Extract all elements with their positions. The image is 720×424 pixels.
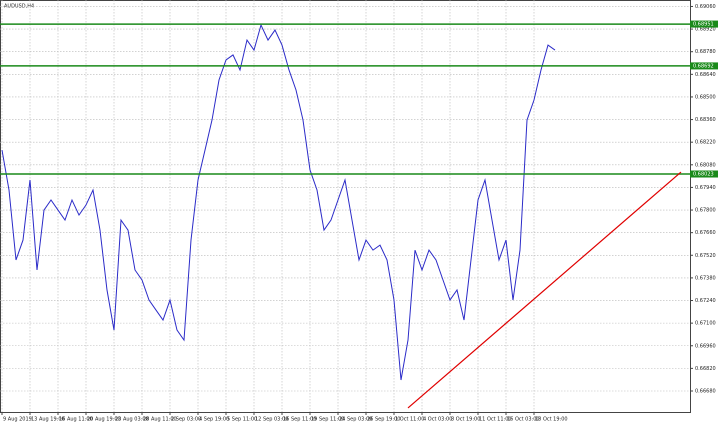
- y-tick-label: 0.67940: [695, 185, 716, 191]
- x-tick-label: 24 Sep 03:00: [339, 417, 372, 423]
- y-tick-label: 0.67380: [695, 275, 716, 281]
- y-tick-label: 0.68360: [695, 117, 716, 123]
- x-tick-label: 23 Aug 03:00: [115, 417, 149, 423]
- y-tick-label: 0.69060: [695, 4, 716, 10]
- y-tick-label: 0.66680: [695, 388, 716, 394]
- x-tick-label: 9 Aug 2019: [3, 417, 32, 423]
- y-tick-label: 0.68920: [695, 27, 716, 33]
- x-tick-label: 2 Sep 03:00: [171, 417, 201, 423]
- x-tick-label: 1 Oct 11:00: [395, 417, 424, 423]
- x-tick-label: 4 Oct 03:00: [423, 417, 452, 423]
- x-tick-label: 8 Oct 19:00: [451, 417, 480, 423]
- x-tick-label: 16 Oct 03:00: [507, 417, 540, 423]
- y-tick-label: 0.66820: [695, 366, 716, 372]
- x-tick-label: 26 Sep 19:00: [367, 417, 400, 423]
- y-tick-label: 0.68220: [695, 140, 716, 146]
- y-tick-label: 0.67100: [695, 321, 716, 327]
- x-tick-label: 13 Aug 19:00: [31, 417, 65, 423]
- x-tick-label: 12 Sep 03:00: [255, 417, 288, 423]
- x-tick-label: 28 Aug 11:00: [143, 417, 177, 423]
- y-tick-label: 0.68500: [695, 94, 716, 100]
- x-tick-label: 16 Aug 11:00: [59, 417, 93, 423]
- x-tick-label: 20 Aug 19:00: [87, 417, 121, 423]
- level-label-box: [690, 170, 718, 178]
- level-label: 0.68692: [693, 63, 714, 69]
- x-tick-label: 19 Sep 11:00: [311, 417, 344, 423]
- y-tick-label: 0.67240: [695, 298, 716, 304]
- y-tick-label: 0.67520: [695, 253, 716, 259]
- level-label-box: [690, 62, 718, 70]
- y-tick-label: 0.68780: [695, 49, 716, 55]
- trendline: [407, 171, 682, 409]
- plot-frame: [0, 0, 691, 413]
- x-tick-label: 11 Oct 11:00: [479, 417, 512, 423]
- x-tick-label: 5 Sep 11:00: [227, 417, 257, 423]
- y-tick-label: 0.67800: [695, 208, 716, 214]
- level-label: 0.68023: [693, 172, 714, 178]
- y-tick-label: 0.67660: [695, 230, 716, 236]
- y-tick-label: 0.66960: [695, 343, 716, 349]
- y-tick-label: 0.68080: [695, 162, 716, 168]
- price-line: [1, 23, 556, 381]
- x-tick-label: 16 Sep 11:00: [283, 417, 316, 423]
- x-tick-label: 4 Sep 19:00: [199, 417, 229, 423]
- x-tick-label: 18 Oct 19:00: [535, 417, 568, 423]
- level-label: 0.68951: [693, 22, 714, 28]
- level-label-box: [690, 20, 718, 28]
- y-tick-label: 0.68640: [695, 72, 716, 78]
